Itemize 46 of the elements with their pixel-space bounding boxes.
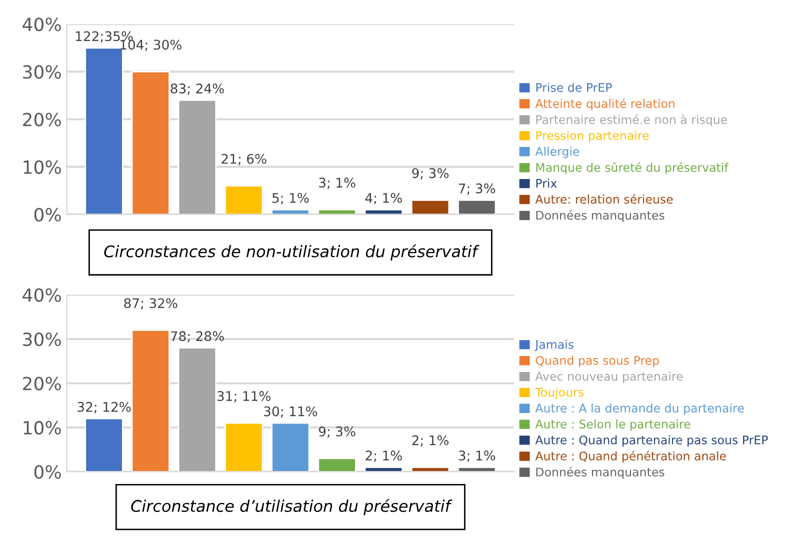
y-tick-label: 30% (23, 332, 61, 346)
legend-label: Atteinte qualité relation (535, 98, 674, 110)
legend-label: Allergie (535, 146, 580, 158)
text: Jamais (534, 340, 574, 352)
y-tick-label: 20% (23, 112, 61, 126)
y-tick-label: 0% (34, 208, 61, 222)
data-label: 21; 6% (222, 154, 266, 166)
y-tick-label: 10% (24, 160, 61, 174)
y-tick-label: 10% (24, 420, 61, 435)
y-tick-label: 20% (23, 376, 61, 390)
data-label: 9; 3% (412, 168, 449, 180)
legend-label: Autre : Quand partenaire pas sous PrEP (535, 435, 768, 447)
data-label: 2; 1% (412, 435, 449, 447)
legend-label: Toujours (535, 388, 584, 399)
data-label: 83; 24% (170, 84, 224, 95)
data-label: 5; 1% (272, 192, 309, 204)
data-label: 32; 12% (78, 402, 131, 414)
legend-label: Autre : Quand pénétration anale (535, 450, 726, 463)
data-label: 7; 3% (458, 183, 496, 195)
legend-label: Autre: relation sérieuse (535, 194, 673, 204)
y-tick-label: 40% (22, 18, 61, 32)
data-label: 78; 28% (170, 331, 224, 342)
y-tick-label: 30% (23, 65, 61, 79)
text: Circonstances de non-utilisation du préservatif (104, 244, 480, 261)
legend-label: Données manquantes (536, 210, 664, 222)
text: Circonstance d’utilisation du préservatif (131, 499, 452, 516)
legend-label: Données manquantes (536, 466, 664, 479)
legend-label: Partenaire estimé.e non à risque (536, 114, 728, 126)
data-label: 3; 1% (458, 450, 496, 462)
y-tick-label: 40% (22, 288, 61, 302)
legend-label: Pression partenaire (536, 130, 649, 142)
legend-label: Prise de PrEP (536, 82, 612, 92)
data-label: 31; 11% (217, 391, 270, 402)
legend-label: Autre : A la demande du partenaire (535, 403, 744, 415)
legend-label: Manque de sûreté du préservatif (536, 162, 729, 174)
legend-label: Autre : Selon le partenaire (535, 419, 690, 431)
data-label: 2; 1% (366, 450, 402, 462)
data-label: 87; 32% (124, 298, 178, 310)
text: Quand pas sous Prep (536, 356, 659, 368)
data-label: 3; 1% (319, 178, 356, 189)
data-label: 9; 3% (318, 426, 356, 438)
legend-label: Prix (536, 178, 557, 188)
y-tick-label: 0% (34, 465, 61, 479)
data-label: 30; 11% (264, 406, 318, 418)
legend-label: Avec nouveau partenaire (535, 372, 683, 384)
data-label: 4; 1% (365, 192, 402, 204)
